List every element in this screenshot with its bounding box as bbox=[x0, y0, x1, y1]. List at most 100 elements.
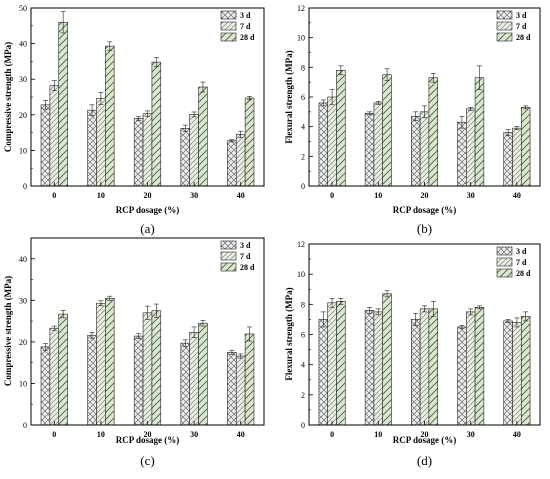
y-tick-label: 0 bbox=[23, 182, 27, 191]
error-bar bbox=[136, 115, 142, 121]
error-bar bbox=[182, 124, 188, 132]
bar-28d-40 bbox=[244, 333, 255, 426]
bar-7d-30 bbox=[466, 311, 476, 426]
error-bar bbox=[42, 100, 48, 110]
y-tick-label: 12 bbox=[297, 4, 305, 13]
y-tick-label: 8 bbox=[301, 300, 305, 309]
bar-3d-40 bbox=[227, 351, 237, 426]
bar-3d-0 bbox=[40, 104, 51, 187]
x-tick-label: 40 bbox=[237, 430, 245, 439]
y-tick-label: 12 bbox=[297, 240, 305, 249]
y-tick-label: 10 bbox=[19, 379, 27, 388]
legend-swatch bbox=[220, 262, 237, 272]
y-tick-label: 2 bbox=[301, 152, 305, 161]
legend: 3 d 7 d 28 d bbox=[496, 10, 531, 42]
x-tick-label: 30 bbox=[190, 191, 198, 200]
legend-label: 28 d bbox=[240, 263, 255, 272]
error-bar bbox=[238, 353, 244, 359]
x-tick-label: 10 bbox=[374, 430, 382, 439]
legend-label: 28 d bbox=[516, 269, 531, 278]
bar-7d-30 bbox=[466, 108, 476, 187]
error-bar bbox=[229, 349, 235, 355]
error-bar bbox=[98, 92, 104, 105]
error-bar bbox=[514, 317, 520, 328]
error-bar bbox=[384, 290, 390, 298]
x-tick-label: 10 bbox=[97, 430, 105, 439]
bar-7d-10 bbox=[373, 102, 383, 187]
y-tick-label: 8 bbox=[301, 63, 305, 72]
y-axis-label: Flexural strength (MPa) bbox=[284, 50, 294, 143]
bar-28d-20 bbox=[151, 310, 162, 426]
error-bar bbox=[505, 129, 511, 136]
bar-28d-0 bbox=[58, 21, 68, 187]
legend-label: 3 d bbox=[240, 11, 251, 20]
x-tick-label: 0 bbox=[330, 191, 334, 200]
y-tick-label: 50 bbox=[19, 4, 27, 13]
x-tick-label: 30 bbox=[467, 430, 475, 439]
x-tick-label: 20 bbox=[144, 191, 152, 200]
y-tick-label: 20 bbox=[19, 111, 27, 120]
bar-3d-0 bbox=[318, 319, 329, 426]
error-bar bbox=[320, 311, 326, 328]
error-bar bbox=[136, 333, 142, 339]
chart-panel: 0 2 4 6 8 10 12 0 10 20 30 40 RCP dosage (%) Flexural… bbox=[284, 240, 541, 468]
x-tick-label: 0 bbox=[52, 191, 56, 200]
legend-swatch bbox=[496, 257, 513, 267]
bar-3d-20 bbox=[411, 319, 421, 426]
panel-label: (d) bbox=[417, 453, 432, 468]
bar-7d-10 bbox=[96, 302, 106, 426]
bar-7d-20 bbox=[419, 308, 430, 426]
legend-swatch bbox=[220, 21, 237, 31]
error-bar bbox=[98, 300, 104, 307]
bar-3d-30 bbox=[457, 121, 467, 187]
y-tick-label: 6 bbox=[301, 93, 305, 102]
legend-swatch bbox=[496, 246, 513, 256]
chart-panel: 0 2 4 6 8 10 12 0 10 20 30 40 RCP dosage (%) Flexural… bbox=[284, 4, 541, 236]
legend-swatch bbox=[496, 268, 513, 278]
error-bar bbox=[413, 313, 419, 326]
bar-28d-40 bbox=[520, 316, 531, 426]
x-tick-label: 40 bbox=[513, 191, 521, 200]
error-bar bbox=[505, 319, 511, 323]
y-tick-label: 40 bbox=[19, 255, 27, 264]
bar-7d-40 bbox=[512, 127, 522, 187]
error-bar bbox=[413, 111, 419, 122]
bar-7d-0 bbox=[49, 327, 60, 426]
bar-3d-30 bbox=[180, 128, 190, 187]
bar-3d-30 bbox=[457, 326, 467, 426]
error-bar bbox=[476, 305, 482, 310]
legend-swatch bbox=[496, 32, 513, 42]
y-tick-label: 20 bbox=[19, 338, 27, 347]
legend-label: 7 d bbox=[516, 258, 527, 267]
error-bar bbox=[238, 130, 244, 138]
legend: 3 d 7 d 28 d bbox=[496, 246, 531, 278]
chart-panel: 0 10 20 30 40 0 10 20 30 40 RCP dosage (%) Compress… bbox=[3, 237, 265, 468]
legend-swatch bbox=[220, 251, 237, 261]
bar-28d-10 bbox=[105, 45, 115, 187]
error-bar bbox=[153, 303, 159, 318]
x-tick-label: 40 bbox=[237, 191, 245, 200]
legend-swatch bbox=[220, 240, 237, 250]
chart-panel: 0 10 20 30 40 50 0 10 20 30 40 RCP dosage (%) Compre… bbox=[3, 4, 265, 236]
legend: 3 d 7 d 28 d bbox=[220, 240, 255, 272]
legend-label: 3 d bbox=[516, 247, 527, 256]
error-bar bbox=[476, 65, 482, 90]
bar-3d-40 bbox=[503, 320, 513, 426]
legend-swatch bbox=[220, 10, 237, 20]
error-bar bbox=[51, 80, 57, 91]
x-tick-label: 0 bbox=[330, 430, 334, 439]
error-bar bbox=[422, 305, 427, 313]
error-bar bbox=[430, 72, 436, 83]
panel-label: (a) bbox=[140, 221, 154, 236]
error-bar bbox=[107, 41, 113, 51]
bar-7d-10 bbox=[373, 311, 383, 426]
y-tick-label: 0 bbox=[301, 421, 305, 430]
error-bar bbox=[384, 68, 390, 81]
error-bar bbox=[182, 339, 188, 347]
error-bar bbox=[42, 343, 48, 351]
y-tick-label: 40 bbox=[19, 40, 27, 49]
bar-28d-40 bbox=[244, 97, 255, 187]
legend-label: 7 d bbox=[240, 252, 251, 261]
error-bar bbox=[338, 297, 344, 305]
bar-7d-30 bbox=[189, 332, 199, 426]
